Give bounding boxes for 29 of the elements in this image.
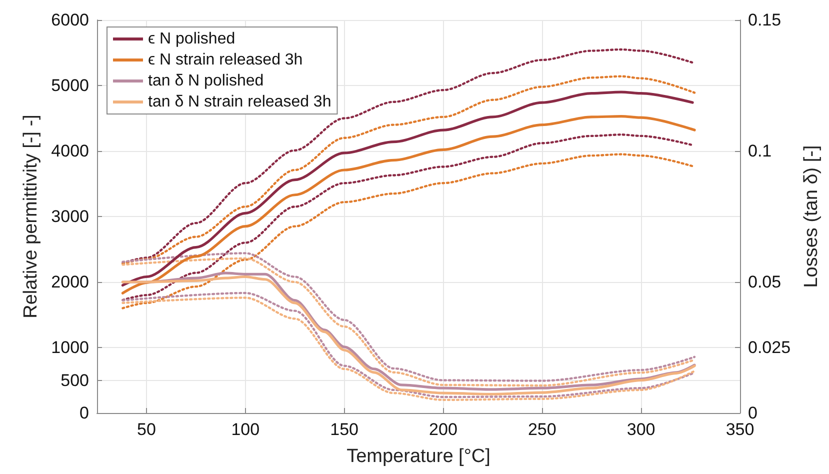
y-tick-label: 4000 — [51, 142, 89, 160]
x-tick-label: 200 — [429, 420, 458, 439]
x-tick-label: 300 — [626, 420, 656, 439]
y2-axis-title: Losses (tan δ) [-] — [801, 145, 822, 288]
y-axis-title: Relative permittivity [-] -] — [20, 114, 42, 318]
y-tick-label: 5000 — [51, 76, 89, 95]
y2-tick-label: 0.1 — [748, 142, 772, 160]
x-tick-label: 250 — [528, 420, 556, 439]
y-tick-label: 3000 — [51, 207, 89, 226]
line-series — [122, 153, 696, 310]
line-series — [121, 90, 694, 287]
y-tick-label: 6000 — [51, 10, 89, 30]
y2-tick-label: 0.05 — [748, 272, 782, 292]
y2-tick-label: 0 — [748, 404, 758, 422]
x-tick-label: 150 — [330, 420, 358, 439]
x-tick-label: 50 — [137, 420, 156, 439]
x-axis-title: Temperature [°C] — [346, 446, 490, 467]
legend-label: ϵ N strain released 3h — [148, 52, 303, 68]
legend-label: ϵ N polished — [148, 30, 236, 48]
x-tick-label: 350 — [726, 420, 754, 439]
y2-tick-label: 0.15 — [748, 10, 782, 30]
y-tick-label: 1000 — [51, 338, 89, 357]
legend-label: tan δ N polished — [148, 72, 264, 90]
y-tick-label: 500 — [60, 370, 89, 390]
y2-tick-label: 0.025 — [748, 338, 791, 357]
legend-label: tan δ N strain released 3h — [148, 94, 332, 110]
y-tick-label: 0 — [80, 404, 89, 422]
x-tick-label: 100 — [231, 420, 260, 439]
y-tick-label: 2000 — [51, 272, 89, 292]
